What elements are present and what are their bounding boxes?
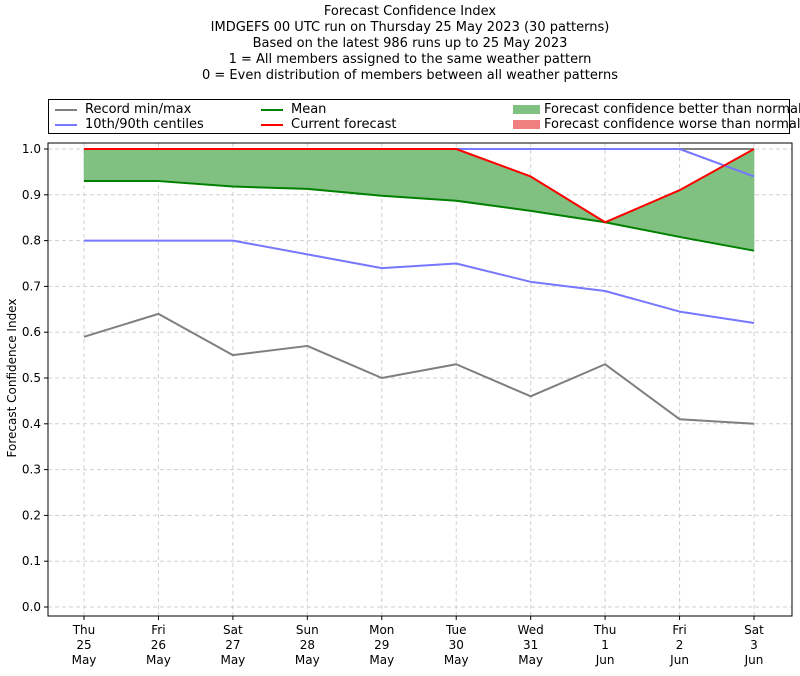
y-tick-label: 0.9 xyxy=(22,188,41,202)
x-tick-label-line: Sun xyxy=(296,623,319,637)
chart-subtitle-2: Based on the latest 986 runs up to 25 Ma… xyxy=(252,36,568,51)
y-tick-label: 0.1 xyxy=(22,554,41,568)
x-tick-label-line: May xyxy=(295,653,320,667)
x-tick-label-line: 26 xyxy=(151,638,166,652)
y-tick-label: 0.6 xyxy=(22,325,41,339)
fill-areas xyxy=(83,148,755,251)
y-tick-label: 0.7 xyxy=(22,279,41,293)
x-tick-label: Sat 27 May xyxy=(220,623,245,667)
x-tick-label-line: May xyxy=(72,653,97,667)
x-tick-label: Wed 31 May xyxy=(518,623,544,667)
legend-item-centiles: 10th/90th centiles xyxy=(55,117,204,132)
fill-better-than-normal xyxy=(381,148,457,202)
y-tick-label: 0.4 xyxy=(22,417,41,431)
x-tick-label: Tue 30 May xyxy=(444,623,469,667)
chart-title: Forecast Confidence Index xyxy=(323,4,497,19)
y-axis-label: Forecast Confidence Index xyxy=(5,299,19,458)
legend-swatch-better-than-normal xyxy=(513,105,540,114)
y-tick-label: 0.2 xyxy=(22,508,41,522)
x-tick-label-line: 30 xyxy=(449,638,464,652)
x-tick-label-line: May xyxy=(146,653,171,667)
legend-label: Record min/max xyxy=(85,102,192,117)
x-tick-label: Thu 25 May xyxy=(72,623,97,667)
y-tick-label: 0.5 xyxy=(22,371,41,385)
x-tick-label-line: 29 xyxy=(374,638,389,652)
x-tick-label-line: Jun xyxy=(595,653,615,667)
x-tick-label-line: Fri xyxy=(672,623,686,637)
x-tick-label-line: Thu xyxy=(593,623,617,637)
x-tick-label-line: Tue xyxy=(445,623,467,637)
y-tick-label: 1.0 xyxy=(22,142,41,156)
x-tick-label: Sun 28 May xyxy=(295,623,320,667)
x-tick-label: Fri 26 May xyxy=(146,623,171,667)
x-tick-label-line: 27 xyxy=(225,638,240,652)
x-tick-label-line: Mon xyxy=(369,623,394,637)
fill-better-than-normal xyxy=(679,148,755,251)
x-tick-label: Fri 2 Jun xyxy=(669,623,689,667)
fill-better-than-normal xyxy=(232,148,308,190)
series-line-10th-centile xyxy=(84,239,755,325)
legend-label: 10th/90th centiles xyxy=(85,117,204,132)
y-tick-label: 0.0 xyxy=(22,600,41,614)
legend-swatch-worse-than-normal xyxy=(513,120,540,129)
x-tick-label: Mon 29 May xyxy=(369,623,394,667)
x-tick-label-line: Fri xyxy=(151,623,165,637)
x-tick-label-line: May xyxy=(444,653,469,667)
x-tick-label: Thu 1 Jun xyxy=(593,623,617,667)
legend-item-current-forecast: Current forecast xyxy=(261,117,397,132)
x-tick-label-line: 1 xyxy=(601,638,609,652)
x-tick-label-line: May xyxy=(518,653,543,667)
x-tick-label-line: Sat xyxy=(223,623,243,637)
series-lines xyxy=(83,148,755,425)
legend-label: Current forecast xyxy=(291,117,397,132)
y-tick-label: 0.3 xyxy=(22,463,41,477)
legend-label: Forecast confidence worse than normal xyxy=(544,117,800,132)
x-tick-label-line: 25 xyxy=(76,638,91,652)
x-tick-label-line: Jun xyxy=(669,653,689,667)
chart-subtitle-3: 1 = All members assigned to the same wea… xyxy=(228,52,592,67)
legend: Record min/max 10th/90th centiles Mean C… xyxy=(48,99,800,134)
series-line-record-min xyxy=(83,312,755,425)
legend-swatch-mean xyxy=(261,108,283,111)
x-tick-label-line: 31 xyxy=(523,638,538,652)
fill-better-than-normal xyxy=(307,148,383,196)
legend-item-mean: Mean xyxy=(261,102,326,117)
legend-swatch-current-forecast xyxy=(261,123,283,126)
series-line-mean xyxy=(84,180,755,252)
legend-item-record-minmax: Record min/max xyxy=(55,102,191,117)
chart-subtitle-4: 0 = Even distribution of members between… xyxy=(201,68,619,83)
x-tick-label-line: Jun xyxy=(744,653,764,667)
x-tick-label-line: Sat xyxy=(744,623,764,637)
series-line-current-forecast xyxy=(84,148,755,224)
x-tick-label-line: Thu xyxy=(72,623,96,637)
plot-frame xyxy=(47,142,793,617)
chart-subtitle-1: IMDGEFS 00 UTC run on Thursday 25 May 20… xyxy=(210,20,610,35)
x-tick-label-line: 2 xyxy=(676,638,684,652)
fill-better-than-normal xyxy=(83,148,159,182)
legend-swatch-record-minmax xyxy=(55,108,77,111)
legend-item-worse-than-normal: Forecast confidence worse than normal xyxy=(513,117,800,132)
x-tick-label-line: May xyxy=(220,653,245,667)
x-tick-label-line: May xyxy=(369,653,394,667)
x-tick-label-line: 3 xyxy=(750,638,758,652)
legend-swatch-centiles xyxy=(55,123,77,126)
y-tick-label: 0.8 xyxy=(22,234,41,248)
legend-item-better-than-normal: Forecast confidence better than normal xyxy=(513,102,800,117)
x-tick-label-line: 28 xyxy=(300,638,315,652)
legend-label: Mean xyxy=(291,102,327,117)
legend-label: Forecast confidence better than normal xyxy=(544,102,800,117)
chart-title-block: Forecast Confidence Index IMDGEFS 00 UTC… xyxy=(0,4,800,84)
x-tick-label-line: Wed xyxy=(518,623,544,637)
x-tick-label: Sat 3 Jun xyxy=(744,623,765,667)
